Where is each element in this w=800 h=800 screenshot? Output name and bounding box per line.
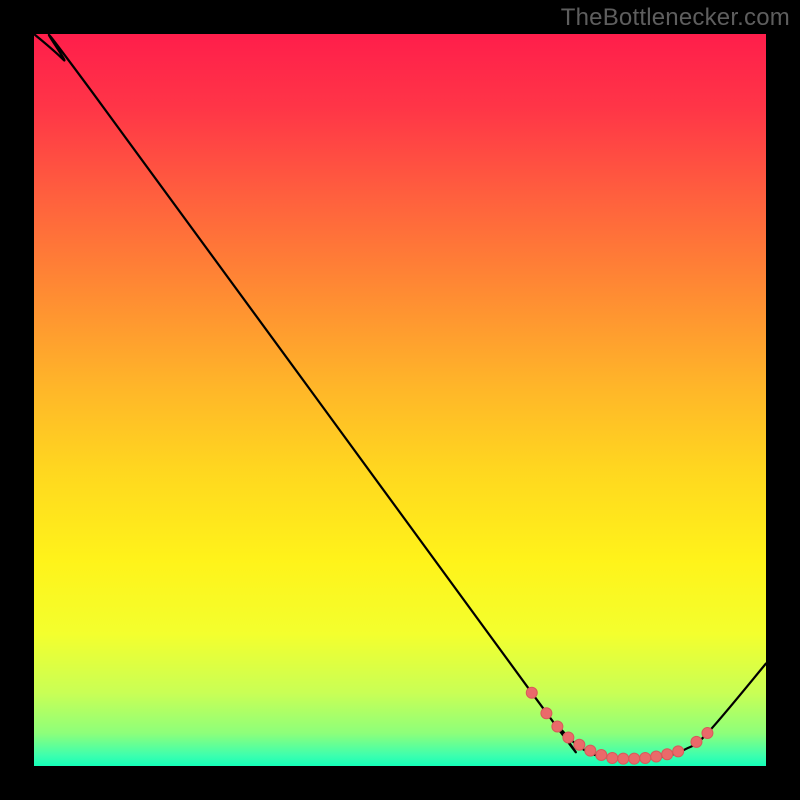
data-marker bbox=[651, 751, 662, 762]
data-marker bbox=[629, 753, 640, 764]
figure-root: TheBottlenecker.com bbox=[0, 0, 800, 800]
data-marker bbox=[526, 687, 537, 698]
data-marker bbox=[691, 736, 702, 747]
watermark-text: TheBottlenecker.com bbox=[561, 4, 790, 32]
data-marker bbox=[702, 728, 713, 739]
data-marker bbox=[618, 753, 629, 764]
data-marker bbox=[662, 749, 673, 760]
data-marker bbox=[640, 752, 651, 763]
bottleneck-curve bbox=[34, 34, 766, 759]
data-marker bbox=[552, 721, 563, 732]
data-marker bbox=[541, 708, 552, 719]
data-marker bbox=[673, 746, 684, 757]
data-marker bbox=[563, 732, 574, 743]
chart-overlay bbox=[0, 0, 800, 800]
data-marker bbox=[607, 752, 618, 763]
data-marker bbox=[574, 739, 585, 750]
data-marker bbox=[585, 745, 596, 756]
data-marker bbox=[596, 750, 607, 761]
